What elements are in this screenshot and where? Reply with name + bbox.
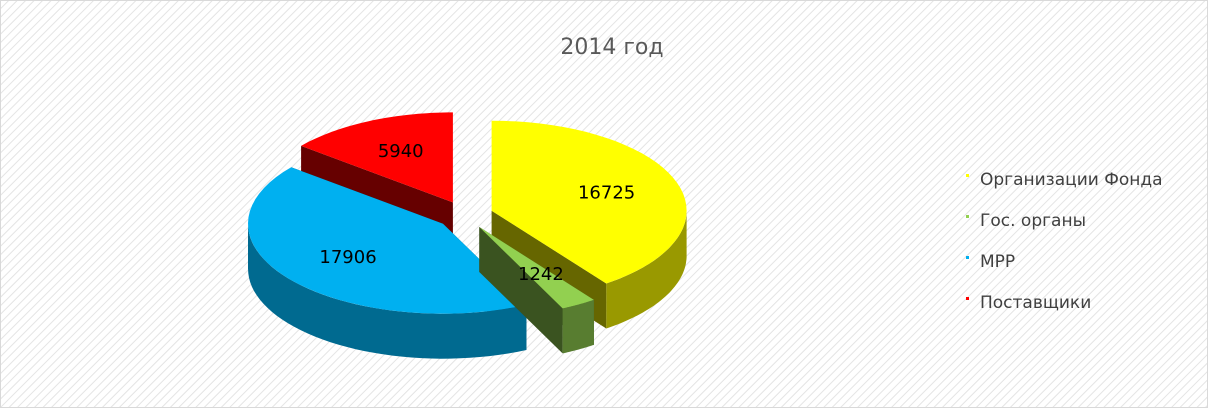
- legend-marker: [966, 256, 969, 259]
- data-label: 16725: [578, 182, 635, 203]
- slice: [491, 120, 687, 284]
- slice: [301, 112, 453, 203]
- data-label: 17906: [319, 247, 376, 268]
- slice-side: [248, 223, 527, 359]
- legend-marker: [966, 297, 969, 300]
- legend-label: Гос. органы: [980, 211, 1086, 231]
- slice-side: [606, 210, 687, 329]
- data-label: 5940: [378, 141, 424, 162]
- data-label: 1242: [518, 264, 564, 285]
- legend-marker: [966, 174, 969, 177]
- slice: [479, 227, 594, 309]
- legend-label: МРР: [980, 252, 1015, 272]
- slice-side: [479, 227, 563, 354]
- legend-marker: [966, 215, 969, 218]
- chart-title: 2014 год: [560, 35, 663, 60]
- slice: [248, 167, 527, 314]
- legend-label: Организации Фонда: [980, 170, 1163, 190]
- slice-side: [562, 299, 594, 354]
- legend-label: Поставщики: [980, 293, 1091, 313]
